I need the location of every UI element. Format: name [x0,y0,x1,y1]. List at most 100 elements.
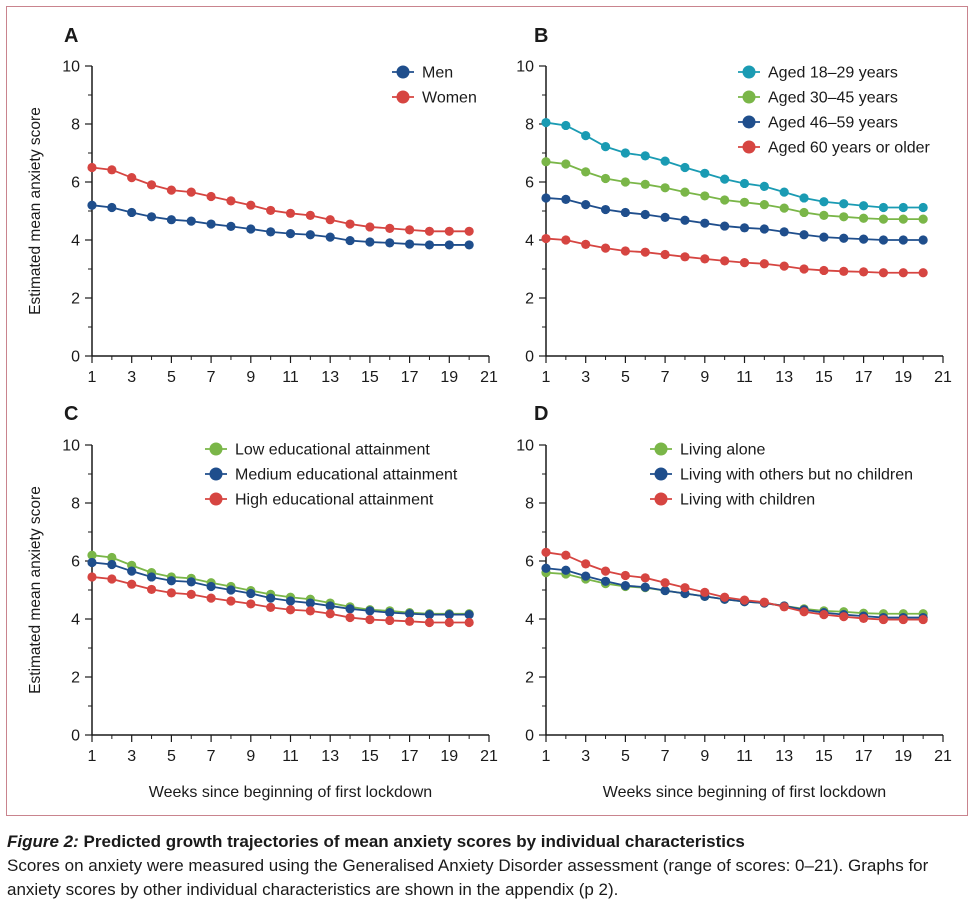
panel-b-data-point [660,249,670,260]
panel-b-data-point [640,209,650,220]
panel-b-data-point [700,168,710,178]
panel-d-x-tick-label: 19 [894,748,912,765]
panel-c-y-axis-label: Estimated mean anxiety score [27,486,44,694]
panel-a-data-point [424,226,435,236]
panel-a-x-tick-label: 15 [361,369,379,386]
panel-d-data-point [839,612,849,622]
panel-c-data-point [127,579,137,589]
panel-d-legend: Living alone Living with others but no ch… [650,442,913,509]
panel-c-data-point [246,599,256,609]
panel-b-data-point [600,243,611,253]
panel-b-data-point [739,258,750,268]
panel-c-data-point [87,572,97,582]
panel-d-data-point [640,573,650,583]
panel-a-data-point [305,210,315,220]
panel-d-x-tick-label: 17 [855,748,873,765]
caption-title-line: Figure 2: Predicted growth trajectories … [7,830,969,854]
panel-c-data-point [424,610,435,620]
panel-a-x-tick-label: 3 [127,369,136,386]
panel-a-data-point [87,200,97,210]
panel-a-x-tick-label: 13 [321,369,339,386]
panel-a-x-tick-label: 5 [167,369,176,386]
panel-c-y-tick-label: 8 [71,496,80,513]
panel-d-data-point [600,566,611,576]
panel-c-legend-marker [209,492,223,506]
panel-b-data-point [799,193,809,203]
panel-c-y-tick-label: 0 [71,728,80,745]
panel-d-data-point [561,565,571,575]
panel-b-data-point [779,187,789,197]
panel-a-data-point [405,239,415,249]
panel-a-y-tick-label: 2 [71,291,80,308]
panel-c-data-point [226,596,236,606]
panel-b-data-point [680,187,690,197]
panel-a-x-tick-label: 9 [246,369,255,386]
panel-c-data-point [464,610,474,620]
panel-c-data-point [424,617,435,628]
panel-b-x-tick-label: 11 [736,369,753,386]
panel-a-y-axis-label: Estimated mean anxiety score [27,107,44,315]
panel-c-x-axis-label: Weeks since beginning of first lockdown [149,784,432,801]
panel-c-data-point [166,588,176,598]
panel-a-data-point [246,200,256,210]
panel-a-data-point [325,215,335,225]
panel-b-legend-marker [742,65,756,79]
panel-a-data-point [107,202,117,213]
panel-a-data-point [166,185,176,195]
panel-c-data-point [166,576,176,586]
panel-a-letter: A [64,25,78,47]
panel-a-data-point [405,225,415,235]
panel-a-y-tick-label: 10 [62,59,80,76]
panel-c-x-tick-label: 11 [282,748,299,765]
panel-b-data-point [739,223,750,233]
panel-b-data-point [640,151,650,161]
panel-c-data-point [107,559,117,570]
panel-c-data-point [325,601,335,611]
panel-b-y-tick-label: 10 [516,59,534,76]
panel-b-data-point [600,142,611,152]
panel-c-data-point [146,584,157,595]
panel-a-data-point [166,215,176,225]
panel-c-letter: C [64,403,78,425]
panel-b-legend-label: Aged 46–59 years [768,115,898,132]
panel-a-series-2 [87,162,474,236]
panel-c-data-point [444,610,454,620]
panel-c-y-tick-label: 2 [71,670,80,687]
panel-d-data-point [561,550,571,560]
panel-b-data-point [799,207,809,218]
panel-b-series-line [545,121,924,209]
panel-a-data-point [444,226,454,236]
panel-b-legend: Aged 18–29 years Aged 30–45 years Aged 46–… [738,65,931,157]
panel-a-data-point [127,173,137,183]
panel-b-data-point [918,268,928,278]
panel-b-data-point [799,230,809,240]
panel-c-x-tick-label: 19 [440,748,458,765]
panel-a-x-tick-label: 1 [88,369,97,386]
panel-d-data-point [759,597,769,607]
panel-d-data-point [859,613,869,624]
panel-d-x-tick-label: 9 [700,748,709,765]
panel-d-x-tick-label: 21 [934,748,952,765]
panel-b-data-point [561,194,571,204]
panel-d-series-3 [541,547,928,625]
panel-c-y-tick-label: 10 [62,438,80,455]
caption-text: Scores on anxiety were measured using th… [7,856,929,899]
panel-b-data-point [720,221,730,231]
panel-b-data-point [720,174,730,184]
panel-b-data-point [839,212,849,222]
panel-d-data-point [581,559,591,569]
panel-b-data-point [878,202,889,213]
panel-d-data-point [620,581,631,591]
panel-c-data-point [226,585,236,595]
panel-b-data-point [819,210,829,220]
panel-d-series-1 [541,568,928,619]
panel-a-data-point [226,221,236,231]
panel-a-data-point [246,224,256,234]
panel-b-data-point [561,159,571,169]
panel-b-y-tick-label: 6 [525,175,534,192]
panel-a-data-point [107,165,117,175]
panel-c-data-point [186,589,196,599]
panel-d-y-tick-label: 8 [525,496,534,513]
